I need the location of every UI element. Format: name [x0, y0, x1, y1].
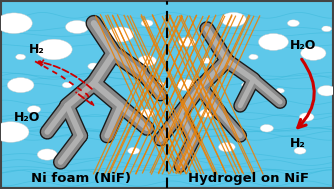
Circle shape	[276, 88, 285, 93]
Text: H₂O: H₂O	[14, 111, 40, 124]
Circle shape	[30, 107, 34, 109]
Circle shape	[303, 114, 307, 116]
Circle shape	[0, 122, 29, 142]
Circle shape	[7, 78, 34, 93]
Circle shape	[128, 147, 140, 154]
Circle shape	[140, 109, 154, 117]
Circle shape	[202, 58, 212, 64]
Circle shape	[0, 124, 11, 130]
Circle shape	[200, 109, 214, 117]
Circle shape	[278, 89, 280, 90]
Circle shape	[322, 26, 332, 32]
Circle shape	[263, 125, 267, 128]
Circle shape	[37, 149, 57, 160]
Circle shape	[107, 27, 134, 42]
Circle shape	[141, 20, 153, 27]
Circle shape	[218, 142, 235, 152]
Circle shape	[287, 20, 299, 27]
Circle shape	[297, 148, 300, 150]
Circle shape	[88, 63, 100, 70]
Circle shape	[27, 106, 41, 113]
Circle shape	[251, 55, 254, 57]
Circle shape	[62, 82, 72, 88]
Circle shape	[301, 46, 326, 60]
Circle shape	[260, 125, 274, 132]
Circle shape	[306, 48, 313, 52]
Text: Ni foam (NiF): Ni foam (NiF)	[30, 172, 131, 184]
Circle shape	[64, 83, 67, 84]
Circle shape	[143, 110, 147, 112]
Circle shape	[324, 27, 327, 28]
Circle shape	[130, 148, 134, 150]
Circle shape	[244, 83, 247, 84]
Circle shape	[226, 14, 233, 18]
Circle shape	[321, 87, 327, 90]
Circle shape	[44, 42, 54, 47]
Circle shape	[294, 147, 306, 154]
Circle shape	[104, 92, 107, 94]
Circle shape	[16, 54, 26, 60]
Circle shape	[13, 79, 21, 84]
Circle shape	[91, 64, 94, 66]
Circle shape	[155, 82, 165, 88]
Circle shape	[18, 55, 21, 56]
Circle shape	[241, 82, 252, 88]
Text: H₂: H₂	[290, 137, 306, 150]
Circle shape	[259, 33, 288, 50]
Circle shape	[4, 15, 14, 21]
Text: H₂: H₂	[29, 43, 45, 56]
Text: H₂O: H₂O	[290, 39, 316, 52]
Circle shape	[249, 54, 258, 60]
Circle shape	[204, 59, 207, 60]
Circle shape	[290, 21, 293, 22]
Circle shape	[265, 36, 274, 40]
Circle shape	[0, 13, 32, 33]
Circle shape	[42, 150, 47, 153]
Circle shape	[317, 85, 334, 96]
Text: Hydrogel on NiF: Hydrogel on NiF	[188, 172, 309, 184]
Circle shape	[299, 113, 314, 121]
Circle shape	[179, 37, 195, 47]
Circle shape	[142, 57, 147, 60]
Circle shape	[36, 39, 72, 60]
Circle shape	[177, 80, 197, 91]
Circle shape	[158, 83, 160, 84]
Circle shape	[71, 22, 77, 26]
Circle shape	[221, 12, 246, 27]
Circle shape	[65, 20, 89, 33]
Circle shape	[144, 21, 147, 22]
Circle shape	[101, 91, 113, 98]
Circle shape	[181, 81, 187, 84]
Circle shape	[222, 143, 227, 146]
Circle shape	[182, 38, 187, 41]
Circle shape	[203, 110, 207, 112]
Circle shape	[113, 29, 121, 33]
Circle shape	[138, 56, 156, 66]
